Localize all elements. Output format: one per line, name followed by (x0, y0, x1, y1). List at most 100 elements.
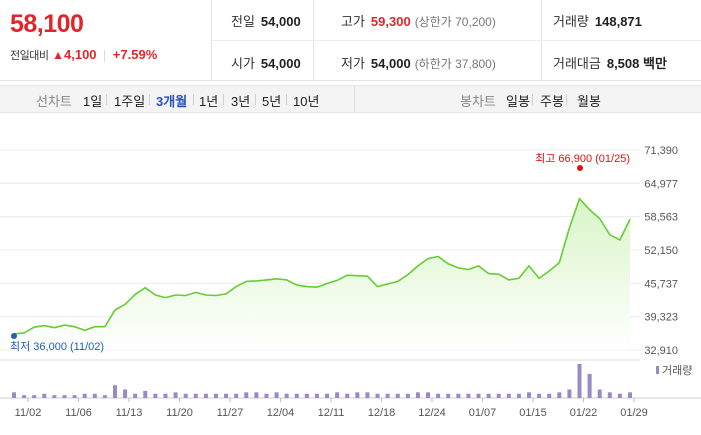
volume-bar (112, 385, 117, 398)
volume-bar (496, 393, 501, 398)
y-tick-label: 64,977 (644, 178, 678, 190)
stock-summary: 58,100 전일대비 ▲4,100 +7.59% 전일 54,000 고가 59,… (0, 0, 701, 81)
lower-limit: (하한가 37,800) (414, 57, 496, 71)
volume-bar (42, 393, 47, 398)
volume-legend-swatch (656, 366, 659, 374)
low-marker (11, 333, 17, 339)
quote-high: 고가 59,300 (상한가 70,200) (341, 11, 496, 30)
volume-bar (345, 393, 350, 398)
volume-bar (325, 393, 330, 398)
quote-label: 저가 (341, 56, 365, 71)
volume-bar (395, 393, 400, 398)
tab-weekly[interactable]: 주봉 (540, 94, 564, 109)
volume-bar (577, 364, 582, 398)
volume-bar (183, 393, 188, 398)
quote-value: 59,300 (370, 14, 411, 29)
change-percent: +7.59% (112, 47, 158, 62)
quote-label: 전일 (231, 14, 255, 29)
volume-bar (274, 392, 279, 398)
y-tick-label: 71,390 (644, 145, 678, 157)
tab-5y[interactable]: 5년 (262, 94, 282, 109)
candle-chart-label: 봉차트 (460, 94, 496, 109)
volume-bar (314, 393, 319, 398)
volume-bar (456, 393, 461, 398)
line-chart-label: 선차트 (36, 94, 72, 109)
volume-bar (405, 393, 410, 398)
upper-limit: (상한가 70,200) (414, 15, 496, 29)
quote-label: 거래량 (553, 14, 589, 29)
chart-period-tabbar: 선차트 1일 1주일 3개월 1년 3년 5년 10년 봉차트 일봉 주봉 월봉 (0, 85, 701, 113)
y-tick-label: 39,323 (644, 312, 678, 324)
volume-bar (385, 393, 390, 398)
divider (566, 94, 567, 105)
x-tick-label: 12/04 (267, 407, 295, 419)
volume-bar (133, 393, 138, 398)
up-arrow-icon: ▲ (52, 48, 64, 62)
volume-bar (52, 395, 57, 398)
quote-value: 54,000 (370, 56, 411, 71)
high-marker (577, 165, 583, 171)
volume-bar (476, 393, 481, 398)
volume-bar (537, 393, 542, 398)
volume-bar (486, 393, 491, 398)
volume-bar (12, 392, 16, 398)
volume-bar (62, 395, 67, 398)
tab-1y[interactable]: 1년 (199, 94, 219, 109)
volume-bar (506, 393, 511, 398)
divider (149, 94, 150, 105)
tab-1d[interactable]: 1일 (83, 94, 103, 109)
tab-3m[interactable]: 3개월 (156, 94, 188, 109)
quote-label: 고가 (341, 14, 365, 29)
divider (354, 86, 355, 112)
volume-bar (617, 393, 622, 398)
quote-label: 시가 (231, 56, 255, 71)
divider (223, 94, 224, 105)
quote-value: 54,000 (260, 56, 301, 71)
y-tick-label: 58,563 (644, 212, 678, 224)
price-box: 58,100 전일대비 ▲4,100 +7.59% (0, 0, 212, 80)
volume-bar (335, 392, 340, 398)
x-tick-label: 11/20 (166, 407, 193, 419)
volume-bar (587, 373, 592, 398)
volume-bar (516, 393, 521, 398)
volume-bar (32, 395, 37, 398)
tab-monthly[interactable]: 월봉 (577, 94, 601, 109)
tab-1w[interactable]: 1주일 (114, 94, 146, 109)
price-line (13, 197, 631, 335)
volume-bar (153, 393, 158, 398)
x-tick-label: 01/15 (519, 407, 547, 419)
divider (255, 94, 256, 105)
volume-bar (446, 393, 451, 398)
y-tick-label: 45,737 (644, 278, 678, 290)
tab-3y[interactable]: 3년 (231, 94, 251, 109)
volume-bar (224, 393, 229, 398)
volume-bar (92, 393, 97, 398)
volume-bar (426, 392, 431, 398)
quote-value: 148,871 (594, 14, 642, 29)
x-tick-label: 12/11 (318, 407, 345, 419)
divider (212, 40, 701, 41)
volume-bar (173, 392, 178, 398)
price-change: 전일대비 ▲4,100 +7.59% (10, 47, 157, 63)
volume-bar (304, 393, 309, 398)
x-tick-label: 11/02 (15, 407, 42, 419)
volume-bar (234, 393, 239, 398)
quote-value: 54,000 (260, 14, 301, 29)
tab-daily[interactable]: 일봉 (506, 94, 530, 109)
volume-bar (415, 392, 420, 398)
divider (106, 94, 107, 105)
volume-bar (547, 393, 552, 398)
low-annotation: 최저 36,000 (11/02) (10, 340, 104, 353)
quote-value: 8,508 백만 (606, 56, 667, 71)
volume-bar (193, 393, 198, 398)
x-tick-label: 01/07 (469, 407, 497, 419)
divider (532, 94, 533, 105)
quote-open: 시가 54,000 (231, 53, 301, 72)
volume-bar (72, 395, 77, 398)
x-tick-label: 01/22 (570, 407, 598, 419)
x-tick-label: 01/29 (620, 407, 648, 419)
volume-bar (436, 393, 441, 398)
tab-10y[interactable]: 10년 (293, 94, 320, 109)
volume-bar (355, 392, 360, 398)
